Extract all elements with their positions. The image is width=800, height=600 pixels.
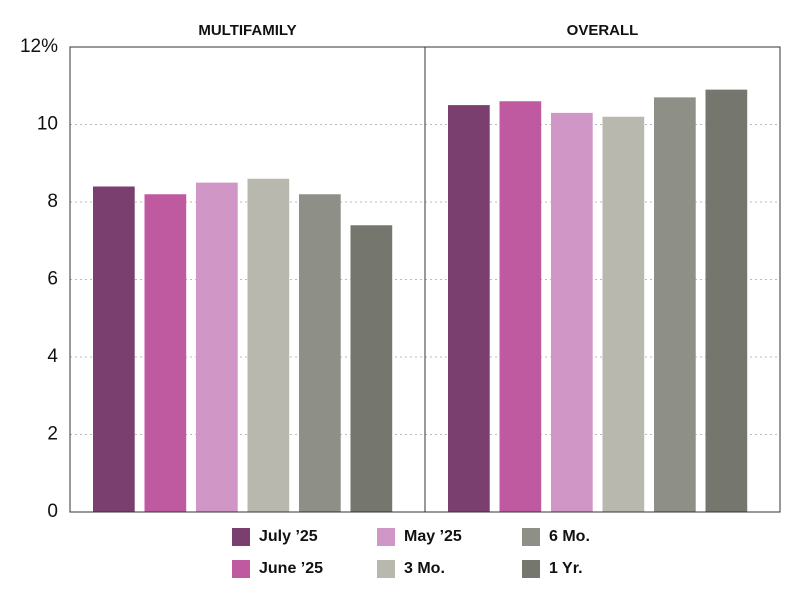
legend-label: May ’25 <box>404 528 462 545</box>
y-tick-label: 0 <box>47 501 58 522</box>
bar <box>144 194 187 512</box>
y-tick-label: 4 <box>47 346 58 367</box>
y-tick-label: 10 <box>37 114 58 135</box>
bar <box>93 186 135 512</box>
bar <box>705 89 748 512</box>
y-tick-label: 2 <box>47 424 58 445</box>
panel-title: OVERALL <box>567 22 639 39</box>
plot-border <box>69 46 781 513</box>
legend-label: June ’25 <box>259 560 323 577</box>
bar <box>551 112 593 512</box>
legend-label: 1 Yr. <box>549 560 583 577</box>
legend-swatch <box>522 560 540 578</box>
legend-swatch <box>522 528 540 546</box>
legend-label: 3 Mo. <box>404 560 445 577</box>
bar <box>602 116 645 512</box>
bar <box>499 101 542 512</box>
legend-swatch <box>232 528 250 546</box>
y-tick-label: 12% <box>20 36 58 57</box>
y-tick-label: 6 <box>47 269 58 290</box>
panel-title: MULTIFAMILY <box>198 22 296 39</box>
legend-swatch <box>377 560 395 578</box>
bar <box>247 178 290 512</box>
legend-swatch <box>232 560 250 578</box>
bar <box>448 105 490 512</box>
bar <box>196 182 238 512</box>
legend-label: 6 Mo. <box>549 528 590 545</box>
legend-label: July ’25 <box>259 528 318 545</box>
bar <box>299 194 341 512</box>
legend-swatch <box>377 528 395 546</box>
bar <box>350 225 393 512</box>
bar <box>654 97 696 512</box>
y-tick-label: 8 <box>47 191 58 212</box>
